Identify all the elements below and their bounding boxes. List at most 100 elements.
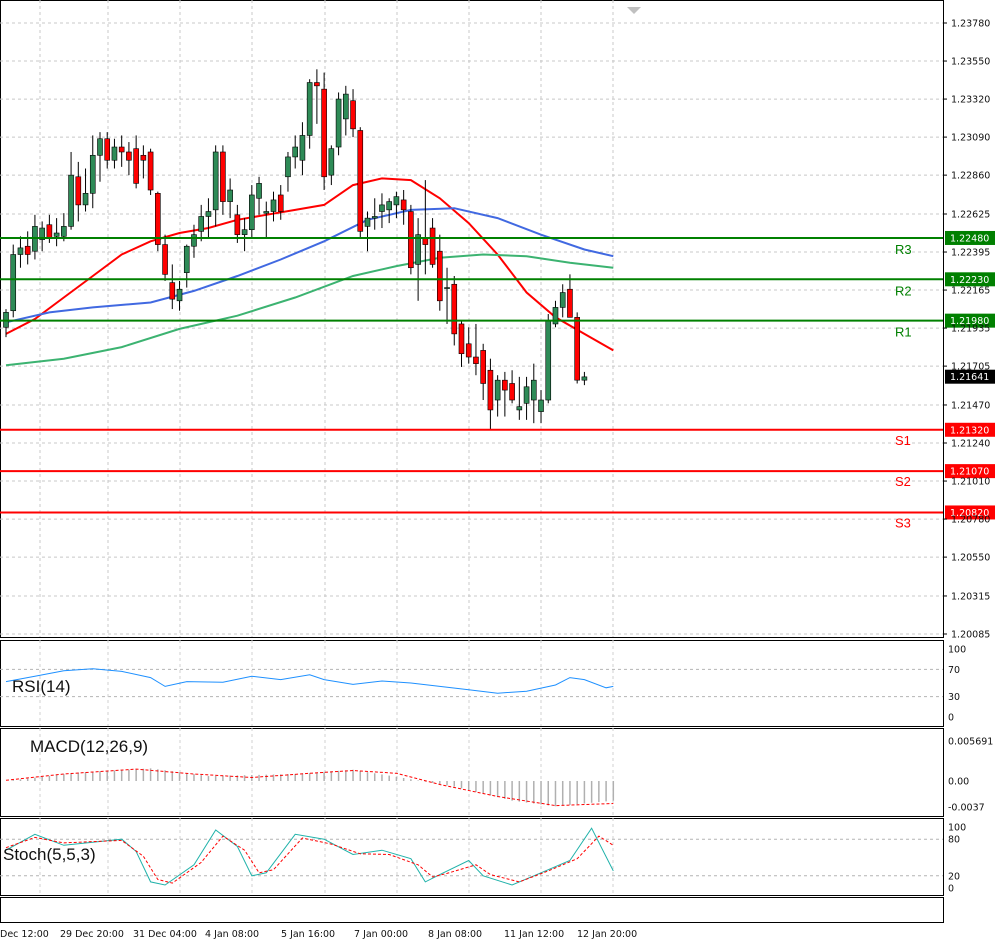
candle-body [350, 100, 356, 130]
candle [567, 274, 573, 318]
candle-body [220, 151, 226, 202]
rsi-tick-label: 30 [948, 692, 960, 703]
candle-body [104, 138, 111, 161]
candle [176, 280, 183, 311]
price-tick-label: 1.23780 [951, 19, 990, 30]
current-price-text: 1.21641 [950, 372, 989, 383]
rsi-line [5, 668, 614, 694]
macd-label: MACD(12,26,9) [30, 737, 148, 756]
candle [249, 185, 255, 238]
candle [306, 79, 313, 149]
level-label-s3: S3 [895, 515, 911, 530]
macd-tick-label: 0.005691 [948, 737, 993, 748]
stoch-tick-label: 100 [948, 823, 966, 834]
stoch-tick-label: 0 [948, 884, 954, 895]
price-panel [0, 0, 943, 637]
candle [140, 145, 147, 179]
panel-frame [0, 0, 944, 638]
level-price-box [945, 505, 995, 520]
price-tick-label: 1.21470 [951, 400, 990, 411]
level-label-s2: S2 [895, 474, 911, 489]
candle [379, 193, 385, 229]
candle-body [574, 317, 580, 381]
time-label: 5 Jan 16:00 [281, 929, 335, 940]
price-tick-label: 1.23550 [951, 57, 990, 68]
candle [357, 127, 364, 238]
candle [220, 145, 226, 215]
candle-body [480, 350, 486, 384]
time-label: Dec 12:00 [0, 929, 49, 940]
level-price-box [945, 422, 995, 437]
time-label: 8 Jan 08:00 [428, 929, 482, 940]
candle [321, 72, 327, 191]
candle-body [155, 193, 161, 245]
candle-body [277, 194, 284, 212]
price-tick-label: 1.22625 [951, 209, 990, 220]
candle-body [364, 217, 371, 227]
price-tick-label: 1.22395 [951, 248, 990, 259]
candle [393, 191, 400, 219]
candle [39, 221, 45, 252]
time-label: 31 Dec 04:00 [133, 929, 197, 940]
candle-body [183, 245, 190, 273]
candle [147, 148, 154, 195]
candle [292, 135, 299, 169]
candle [126, 142, 132, 176]
candle-body [502, 379, 508, 391]
candle-body [256, 183, 262, 199]
candle-body [140, 154, 147, 161]
macd-tick-label: -0.0037 [948, 803, 985, 814]
level-price-text: 1.22480 [950, 233, 989, 244]
candle [183, 244, 190, 288]
candle [191, 224, 197, 258]
candle [523, 376, 530, 420]
candle [552, 300, 559, 328]
candle-body [39, 227, 45, 240]
candle-body [17, 247, 24, 255]
macd-tick-label: 0.00 [948, 777, 969, 788]
macd-panel: MACD(12,26,9) 0.005691 0.00 -0.0037 [5, 728, 993, 816]
candle-body [567, 288, 573, 318]
price-tick-label: 1.22860 [951, 171, 990, 182]
candle-body [357, 130, 364, 232]
candle-body [162, 244, 168, 275]
chart-shift-marker[interactable] [627, 7, 641, 14]
stoch-signal-line [5, 835, 614, 884]
candle [436, 234, 443, 311]
candle [458, 320, 465, 367]
candle-body [451, 283, 458, 335]
price-tick-label: 1.21240 [951, 439, 990, 450]
candle-body [436, 250, 443, 302]
candle [256, 176, 262, 215]
price-tick-label: 1.20085 [951, 630, 990, 641]
candle [97, 132, 103, 182]
candle [386, 198, 392, 224]
candle [451, 275, 458, 346]
candle-body [538, 399, 544, 412]
candle [371, 198, 378, 230]
candle-body [198, 216, 205, 232]
candle [104, 132, 111, 169]
candle-body [408, 211, 414, 269]
candle [61, 213, 67, 242]
price-tick-label: 1.23090 [951, 133, 990, 144]
candle [299, 122, 306, 176]
candle-body [429, 227, 436, 265]
candle [277, 185, 284, 220]
candle [335, 92, 342, 156]
level-label-r3: R3 [895, 242, 912, 257]
price-tick-label: 1.20315 [951, 591, 990, 602]
moving-average-line [5, 207, 614, 324]
candle-body [82, 193, 89, 206]
candle-body [393, 196, 400, 206]
rsi-label: RSI(14) [12, 677, 71, 696]
candle-body [169, 282, 176, 300]
candle [429, 218, 436, 268]
candle [400, 190, 407, 225]
candle [444, 267, 450, 324]
candle-body [487, 369, 494, 411]
candle-body [516, 406, 523, 411]
price-tick-label: 1.21010 [951, 477, 990, 488]
stoch-main-line [5, 827, 614, 886]
